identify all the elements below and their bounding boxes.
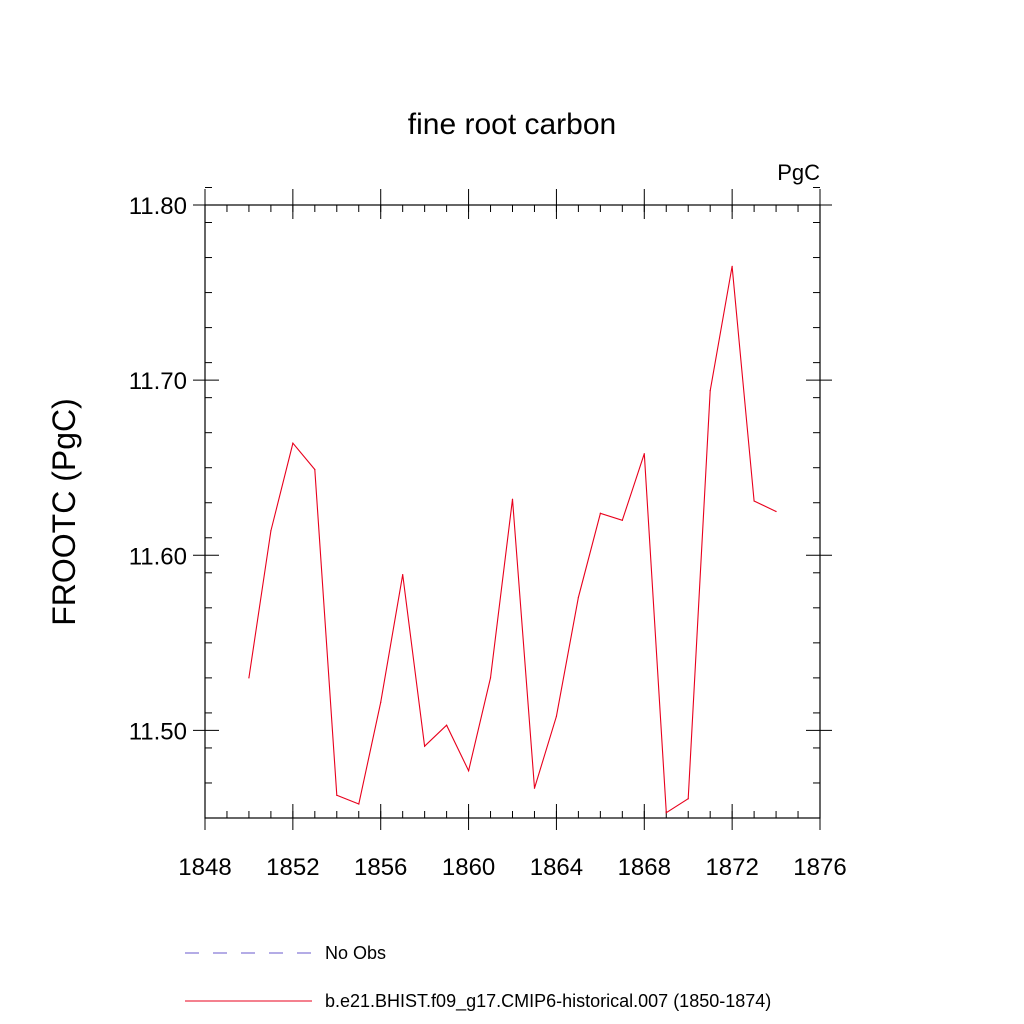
x-tick-label: 1864 xyxy=(530,854,583,881)
data-point xyxy=(555,715,558,718)
legend-label-model: b.e21.BHIST.f09_g17.CMIP6-historical.007… xyxy=(325,991,771,1012)
data-point xyxy=(643,453,645,455)
series-line xyxy=(248,266,777,814)
chart-title: fine root carbon xyxy=(408,108,616,141)
data-point xyxy=(489,677,492,679)
data-point xyxy=(577,596,579,598)
y-tick-label: 11.70 xyxy=(129,368,187,395)
x-tick-label: 1868 xyxy=(618,854,671,881)
data-point xyxy=(511,498,514,500)
legend: No Obs b.e21.BHIST.f09_g17.CMIP6-histori… xyxy=(185,943,771,1012)
data-point xyxy=(292,442,294,444)
data-point xyxy=(621,519,623,521)
data-point xyxy=(336,794,338,796)
legend-label-no-obs: No Obs xyxy=(325,943,386,963)
data-point xyxy=(467,770,470,772)
data-point xyxy=(665,812,667,814)
data-point xyxy=(358,803,360,805)
y-tick-label: 11.80 xyxy=(129,193,187,220)
plot-frame xyxy=(204,204,821,819)
y-axis-ticks: 11.50 11.60 11.70 11.80 xyxy=(129,186,832,819)
x-tick-label: 1872 xyxy=(705,854,758,881)
x-tick-label: 1852 xyxy=(266,854,319,881)
y-axis-label: FROOTC (PgC) xyxy=(46,398,82,626)
data-point xyxy=(314,468,316,471)
data-point xyxy=(424,745,426,747)
x-axis-ticks: 1848 1852 1856 1860 1864 1868 1872 1876 xyxy=(178,189,847,881)
x-tick-label: 1856 xyxy=(354,854,407,881)
y-tick-label: 11.60 xyxy=(129,543,187,570)
data-point xyxy=(248,677,250,679)
data-point xyxy=(270,530,272,532)
data-point xyxy=(775,510,777,513)
data-point xyxy=(446,724,448,726)
x-tick-label: 1860 xyxy=(442,854,495,881)
data-point xyxy=(599,512,601,514)
data-point xyxy=(731,265,733,267)
data-point xyxy=(687,798,689,800)
data-point xyxy=(533,787,536,789)
data-point xyxy=(402,573,404,576)
y-tick-label: 11.50 xyxy=(129,718,187,745)
x-tick-label: 1876 xyxy=(793,854,846,881)
data-point xyxy=(380,701,382,704)
data-point xyxy=(709,390,711,392)
series-layer xyxy=(248,265,777,814)
x-tick-label: 1848 xyxy=(178,854,231,881)
data-point xyxy=(753,500,755,502)
units-label: PgC xyxy=(777,160,820,185)
